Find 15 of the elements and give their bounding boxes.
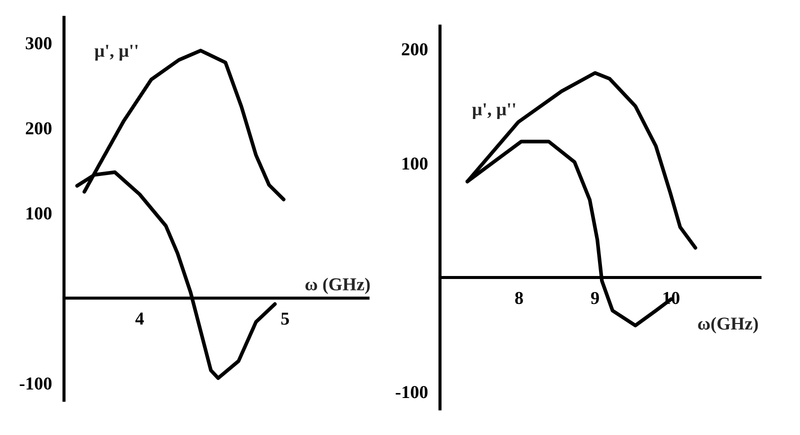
y-tick-label: 100 [402,157,428,170]
x-axis-title: ω(GHz) [698,317,758,334]
y-tick-label: 200 [26,122,52,134]
x-tick-label: 5 [281,312,289,325]
y-axis-title: μ', μ'' [94,44,138,61]
y-tick-label: -100 [20,377,52,390]
x-axis-title: ω (GHz) [305,278,370,294]
x-tick-label: 9 [591,292,599,304]
y-axis-title: μ', μ'' [472,103,516,120]
y-tick-label: 200 [402,43,428,56]
y-tick-label: 300 [26,37,52,50]
x-tick-label: 4 [135,312,144,325]
y-tick-label: 100 [26,207,52,220]
y-tick-label: -100 [396,386,428,398]
x-tick-label: 8 [515,292,523,304]
